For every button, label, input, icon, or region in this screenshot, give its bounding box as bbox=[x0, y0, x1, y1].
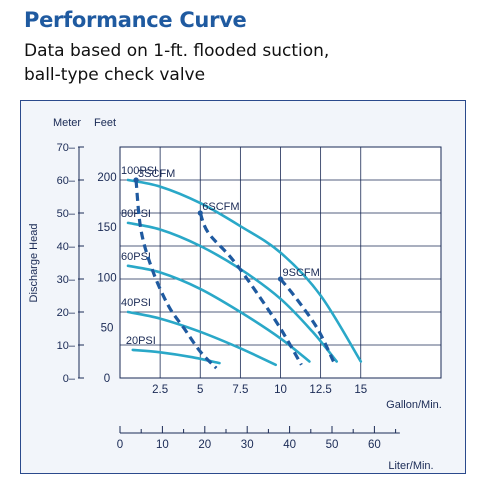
gpm-tick-label: 2.5 bbox=[152, 384, 168, 396]
gpm-tick-label: 12.5 bbox=[309, 384, 331, 396]
air-series-marker-9scfm bbox=[277, 276, 284, 282]
series-label-100psi: 100PSI bbox=[121, 165, 157, 177]
gpm-tick-label: 10 bbox=[274, 384, 287, 396]
gpm-tick-label: 7.5 bbox=[232, 384, 248, 396]
feet-axis-title: Feet bbox=[94, 117, 116, 129]
meter-axis-title: Meter bbox=[53, 117, 81, 129]
feet-tick-label: 100 bbox=[97, 272, 116, 284]
feet-tick-label: 150 bbox=[97, 222, 116, 234]
meter-tick-label: 10– bbox=[57, 340, 76, 352]
feet-tick-label: 0 bbox=[104, 373, 110, 385]
gpm-tick-label: 15 bbox=[354, 384, 367, 396]
series-label-60psi: 60PSI bbox=[121, 251, 151, 263]
series-line-100psi bbox=[126, 178, 363, 363]
lpm-tick-label: 40 bbox=[283, 439, 296, 451]
air-series-label-3scfm: 3SCFM bbox=[138, 168, 175, 180]
chart-subtitle-line2: ball-type check valve bbox=[24, 65, 206, 85]
chart-subtitle-line1: Data based on 1-ft. flooded suction, bbox=[24, 41, 330, 61]
air-series-line-9scfm bbox=[279, 277, 335, 363]
lpm-tick-label: 0 bbox=[117, 439, 123, 451]
chart-title: Performance Curve bbox=[24, 8, 247, 32]
meter-tick-label: 0– bbox=[63, 373, 76, 385]
air-series-line-6scfm bbox=[198, 212, 303, 366]
air-series-line-3scfm bbox=[134, 179, 218, 370]
lpm-tick-label: 50 bbox=[326, 439, 339, 451]
meter-tick-label: 30– bbox=[57, 274, 76, 286]
performance-chart: 0–10–20–30–40–50–60–70–Meter Feet05010015… bbox=[28, 117, 442, 472]
meter-tick-label: 20– bbox=[57, 307, 76, 319]
feet-tick-label: 50 bbox=[101, 323, 114, 335]
lpm-tick-label: 20 bbox=[198, 439, 211, 451]
meter-tick-label: 70– bbox=[57, 142, 76, 154]
gpm-tick-label: 5 bbox=[197, 384, 203, 396]
lpm-tick-label: 30 bbox=[241, 439, 254, 451]
meter-tick-label: 50– bbox=[57, 208, 76, 220]
lpm-tick-label: 60 bbox=[368, 439, 381, 451]
series-label-40psi: 40PSI bbox=[121, 297, 151, 309]
air-series-label-6scfm: 6SCFM bbox=[202, 201, 239, 213]
meter-tick-label: 60– bbox=[57, 175, 76, 187]
air-series-marker-6scfm bbox=[197, 210, 203, 216]
meter-tick-label: 40– bbox=[57, 241, 76, 253]
series-line-40psi bbox=[126, 310, 277, 367]
series-line-60psi bbox=[126, 264, 311, 363]
y-axis-title: Discharge Head bbox=[28, 224, 40, 303]
series-label-20psi: 20PSI bbox=[126, 335, 156, 347]
lpm-tick-label: 10 bbox=[156, 439, 169, 451]
air-series-marker-3scfm bbox=[133, 177, 139, 183]
series-label-80psi: 80PSI bbox=[121, 208, 151, 220]
chart-panel: 0– 10– 20– 30– 40– 50– 60– 70– Meter Feet 0 50 100 15… bbox=[20, 100, 466, 474]
gpm-axis-title: Gallon/Min. bbox=[386, 399, 442, 411]
air-series-label-9scfm: 9SCFM bbox=[283, 267, 320, 279]
feet-tick-label: 200 bbox=[97, 172, 116, 184]
lpm-axis-title: Liter/Min. bbox=[388, 460, 433, 472]
